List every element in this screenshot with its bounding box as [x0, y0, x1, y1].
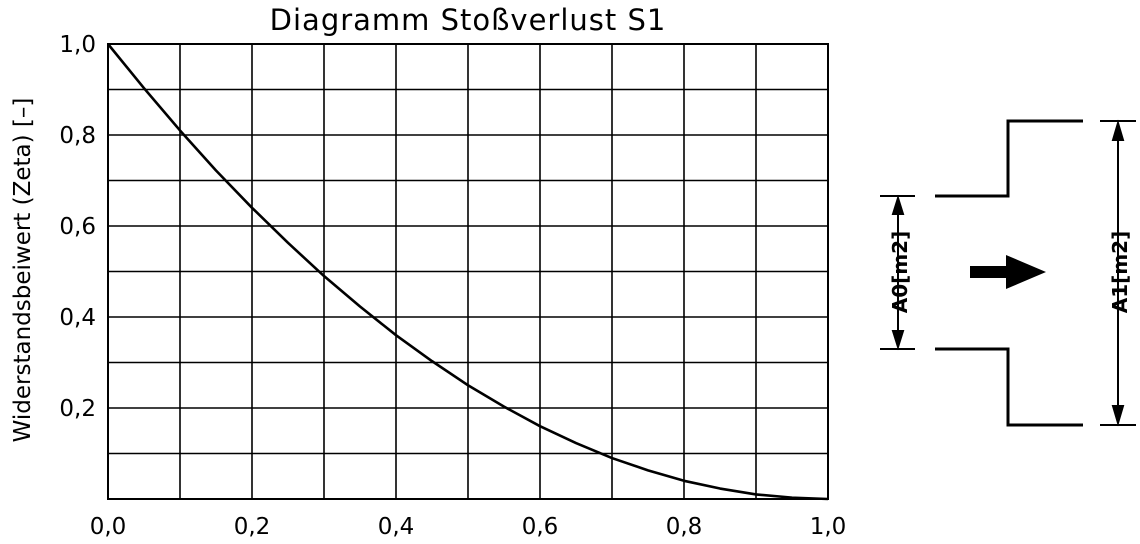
inlet-dimension: [880, 194, 915, 351]
outlet-arrow-top: [1111, 119, 1125, 141]
chart-title: Diagramm Stoßverlust S1: [270, 3, 667, 37]
x-tick-label: 0,8: [666, 514, 703, 540]
y-tick-label: 0,4: [59, 305, 96, 331]
arrow-right-icon: [970, 255, 1046, 289]
pipe-lower-wall: [935, 347, 1083, 427]
series-layer: [106, 43, 829, 501]
y-tick-label: 0,2: [59, 396, 96, 422]
x-tick-label: 1,0: [810, 514, 847, 540]
y-tick-label: 0,6: [59, 214, 96, 240]
grid: [107, 43, 829, 500]
x-tick-label: 0,2: [234, 514, 271, 540]
y-axis-label: Widerstandsbeiwert (Zeta) [–]: [10, 98, 36, 443]
x-tick-label: 0,4: [378, 514, 415, 540]
series-line: [106, 43, 829, 501]
outlet-area-label: A1[m2]: [1108, 231, 1132, 313]
x-tick-label: 0,0: [90, 514, 127, 540]
y-tick-label: 0,8: [59, 123, 96, 149]
outlet-dimension: [1100, 119, 1136, 427]
plot-frame: [107, 43, 829, 500]
inlet-arrow-bottom: [891, 330, 905, 351]
outlet-arrow-bottom: [1111, 405, 1125, 427]
inlet-arrow-top: [891, 194, 905, 215]
x-tick-label: 0,6: [522, 514, 559, 540]
pipe-upper-wall: [935, 119, 1083, 198]
tick-labels: 0,0 0,2 0,4 0,6 0,8 1,0 0,2 0,4 0,6 0,8 1,0: [59, 32, 846, 540]
pipe-expansion-sketch: [935, 119, 1083, 427]
y-tick-label: 1,0: [59, 32, 96, 58]
inlet-area-label: A0[m2]: [888, 231, 912, 313]
